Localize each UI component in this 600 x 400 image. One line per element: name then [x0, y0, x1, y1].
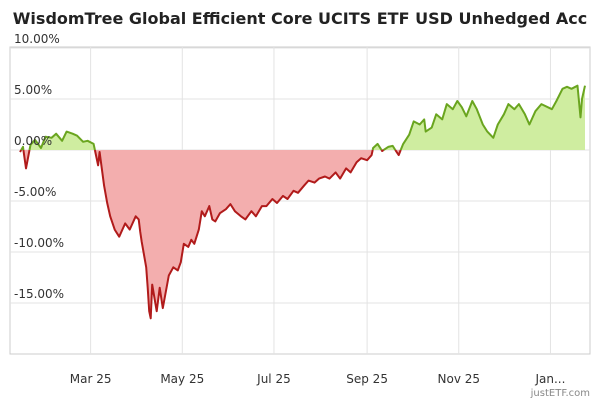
negative-line	[22, 149, 31, 170]
x-tick-label: Mar 25	[70, 372, 112, 386]
x-tick-label: Jul 25	[256, 372, 291, 386]
positive-line	[20, 145, 25, 151]
positive-line	[28, 130, 96, 151]
y-axis-ticks: 10.00% 5.00% 0.00% -5.00% -10.00% -15.00%	[14, 32, 64, 301]
negative-area	[94, 150, 373, 319]
x-tick-label: May 25	[160, 372, 204, 386]
y-tick-label: 0.00%	[14, 134, 52, 148]
x-axis-ticks: Mar 25 May 25 Jul 25 Sep 25 Nov 25 Jan...	[70, 372, 566, 386]
x-tick-label: Nov 25	[438, 372, 481, 386]
chart-title: WisdomTree Global Efficient Core UCITS E…	[12, 9, 588, 28]
y-tick-label: -10.00%	[14, 236, 64, 250]
watermark: justETF.com	[530, 388, 590, 399]
y-tick-label: 5.00%	[14, 83, 52, 97]
x-tick-label: Jan...	[534, 372, 565, 386]
positive-area	[372, 143, 382, 150]
series-lines	[19, 84, 586, 320]
negative-line	[394, 149, 402, 157]
negative-line	[19, 149, 23, 153]
negative-line	[93, 149, 374, 320]
y-tick-label: 10.00%	[14, 32, 60, 46]
y-tick-label: -5.00%	[14, 185, 56, 199]
positive-line	[399, 84, 586, 151]
y-tick-label: -15.00%	[14, 287, 64, 301]
positive-line	[371, 142, 383, 151]
positive-line	[383, 144, 397, 151]
negative-line	[380, 149, 385, 152]
x-tick-label: Sep 25	[346, 372, 388, 386]
positive-area	[400, 85, 585, 150]
